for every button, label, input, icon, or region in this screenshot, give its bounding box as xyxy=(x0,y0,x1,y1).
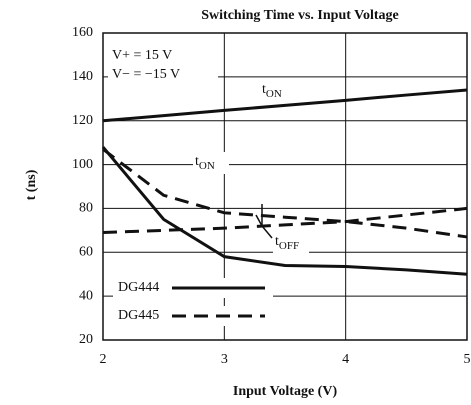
y-tick-label: 120 xyxy=(72,113,93,128)
series-line xyxy=(102,88,468,123)
annotation-main: t xyxy=(275,234,279,249)
y-tick-label: 20 xyxy=(79,332,93,347)
annotation: tON xyxy=(195,154,215,171)
y-tick-label: 160 xyxy=(72,25,93,40)
annotation-bg xyxy=(193,152,229,174)
series-line xyxy=(102,206,468,235)
y-tick-label: 40 xyxy=(79,288,93,303)
legend-label: DG445 xyxy=(118,308,159,323)
x-tick-label: 4 xyxy=(342,352,349,367)
y-axis-label: t (ns) xyxy=(24,169,39,200)
x-tick-label: 3 xyxy=(221,352,228,367)
info-text: V+ = 15 V xyxy=(112,48,172,63)
info-box xyxy=(108,44,218,90)
chart-title: Switching Time vs. Input Voltage xyxy=(201,8,398,23)
info-text: V− = −15 V xyxy=(112,67,180,82)
annotation-sub: ON xyxy=(199,160,215,172)
annotation-sub: ON xyxy=(266,88,282,100)
annotation-main: t xyxy=(195,154,199,169)
annotation-bg xyxy=(260,80,296,102)
x-axis-label: Input Voltage (V) xyxy=(233,384,338,399)
x-tick-label: 2 xyxy=(100,352,107,367)
y-tick-label: 140 xyxy=(72,69,93,84)
x-tick-label: 5 xyxy=(464,352,471,367)
annotation: tOFF xyxy=(275,234,299,251)
annotation: tON xyxy=(262,82,282,99)
series-line xyxy=(101,146,468,276)
series-line xyxy=(102,148,468,239)
annotation-main: t xyxy=(262,82,266,97)
annotation-sub: OFF xyxy=(279,240,299,252)
y-tick-label: 100 xyxy=(72,157,93,172)
y-tick-label: 60 xyxy=(79,245,93,260)
legend-label: DG444 xyxy=(118,280,159,295)
legend-bg xyxy=(113,306,273,326)
annotation-bg xyxy=(273,232,309,254)
y-tick-label: 80 xyxy=(79,201,93,216)
